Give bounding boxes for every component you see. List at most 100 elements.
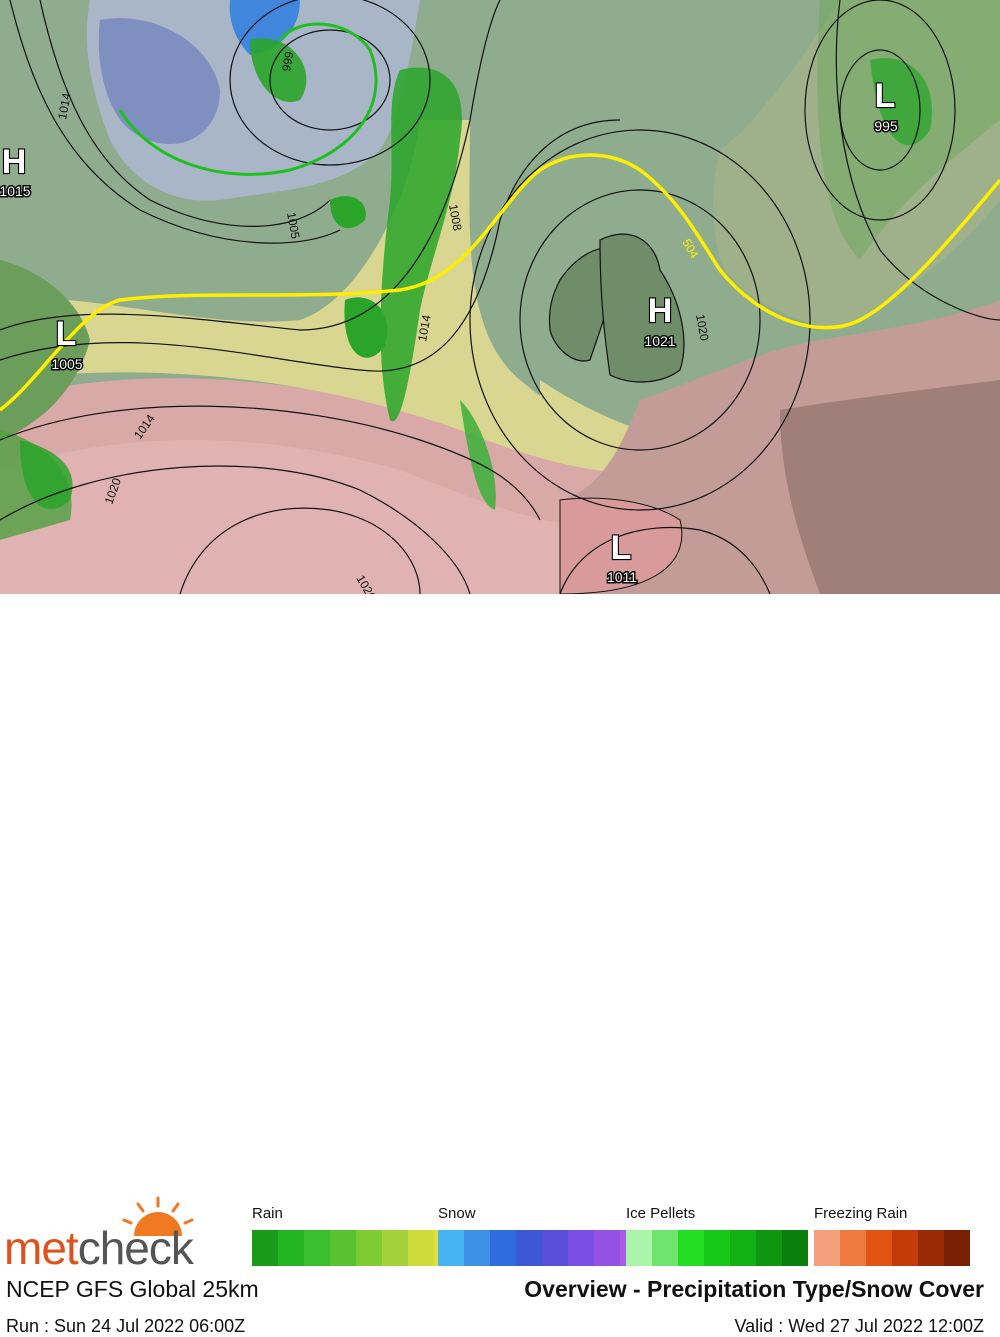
canada-coast <box>0 260 90 440</box>
pressure-system: L 1011 <box>605 528 638 587</box>
legend-swatch <box>594 1230 620 1266</box>
legend-swatch <box>944 1230 970 1266</box>
isobar <box>39 0 331 227</box>
greenland-ice-core <box>98 18 220 145</box>
valid-time: Valid : Wed 27 Jul 2022 12:00Z <box>734 1316 985 1336</box>
legend-swatch <box>356 1230 382 1266</box>
green-contour <box>118 22 378 176</box>
pressure-system: H 1015 <box>0 142 32 201</box>
legend-swatch <box>304 1230 330 1266</box>
legend-swatch <box>730 1230 756 1266</box>
run-time: Run : Sun 24 Jul 2022 06:00Z <box>6 1316 246 1336</box>
isobar <box>469 129 811 511</box>
legend-ice-label: Ice Pellets <box>626 1205 696 1222</box>
legend-swatch <box>892 1230 918 1266</box>
iberia <box>559 497 683 594</box>
isobar <box>519 189 761 451</box>
legend-swatch <box>382 1230 408 1266</box>
logo-check: check <box>77 1222 194 1274</box>
legend-swatch <box>840 1230 866 1266</box>
isobar <box>269 29 391 131</box>
isobar-label: 999 <box>279 50 296 72</box>
legend-freezing-label: Freezing Rain <box>814 1205 908 1222</box>
isobar <box>9 0 341 244</box>
legend-ice-scale <box>626 1230 808 1266</box>
isobar <box>839 49 921 171</box>
isobar-label: 1014 <box>415 313 433 342</box>
legend-snow-scale <box>438 1230 646 1266</box>
rain-patch-scandinavia <box>870 58 932 146</box>
warm-airmass-inner <box>0 440 640 594</box>
isobar <box>0 0 501 331</box>
rain-patch-greenland <box>250 38 307 102</box>
legend-swatch <box>278 1230 304 1266</box>
legend-snow-label: Snow <box>438 1205 476 1222</box>
pressure-letter: L <box>56 315 77 353</box>
rain-band-atlantic <box>380 67 462 422</box>
pressure-letter: H <box>648 292 673 330</box>
legend-swatch <box>626 1230 652 1266</box>
pressure-value: 1021 <box>644 333 675 349</box>
legend-swatch <box>516 1230 542 1266</box>
pressure-letter: L <box>611 529 632 567</box>
legend-swatch <box>408 1230 434 1266</box>
pressure-value: 995 <box>874 118 898 134</box>
legend-freezing-scale <box>814 1230 970 1266</box>
snow-blue-patch <box>229 0 300 55</box>
isobar <box>835 0 1000 321</box>
isobar <box>559 526 771 594</box>
green-contour-line <box>118 22 378 176</box>
rain-patch <box>330 196 366 229</box>
legend-swatch <box>490 1230 516 1266</box>
isobar <box>804 0 956 221</box>
pressure-letter: L <box>875 77 896 115</box>
great-britain <box>599 233 685 383</box>
logo-met: met <box>4 1222 79 1274</box>
rain-patch <box>344 297 388 358</box>
central-europe <box>780 380 1000 594</box>
isobar-label: 1008 <box>446 203 464 232</box>
chart-title: Overview - Precipitation Type/Snow Cover <box>524 1276 984 1302</box>
isobar-label: 1014 <box>55 91 73 120</box>
pressure-system: L 1005 <box>50 314 84 374</box>
footer: metcheck Rain Snow Ice Pellets Freezing … <box>0 594 1000 1336</box>
isobar <box>0 405 541 521</box>
legend-swatch <box>782 1230 808 1266</box>
yellow-band <box>0 120 700 474</box>
pressure-value: 1015 <box>0 183 31 199</box>
legend-swatch <box>678 1230 704 1266</box>
legend-rain-label: Rain <box>252 1205 283 1222</box>
legend-swatch <box>704 1230 730 1266</box>
isobars <box>0 0 1000 594</box>
weather-map: 1014 1014 1020 1026 1008 1005 1014 1020 … <box>0 0 1000 594</box>
legend-swatch <box>464 1230 490 1266</box>
isobar <box>229 0 431 166</box>
isobar <box>0 465 471 594</box>
legend-swatch <box>652 1230 678 1266</box>
model-name: NCEP GFS Global 25km <box>6 1276 259 1302</box>
isobar <box>0 119 621 372</box>
legend-swatch <box>866 1230 892 1266</box>
metcheck-logo: metcheck <box>4 1221 194 1275</box>
legend-swatch <box>814 1230 840 1266</box>
pressure-value: 1011 <box>607 569 637 585</box>
legend-rain-scale <box>252 1230 460 1266</box>
legend-swatch <box>438 1230 464 1266</box>
rain-band-south <box>460 400 496 510</box>
isobar-label: 1020 <box>693 313 711 342</box>
pressure-system: L 995 <box>873 76 900 136</box>
legend-swatch <box>330 1230 356 1266</box>
legend-swatch <box>542 1230 568 1266</box>
pressure-letter: H <box>2 143 27 181</box>
pressure-value: 1005 <box>51 356 82 372</box>
weather-map-svg: 1014 1014 1020 1026 1008 1005 1014 1020 … <box>0 0 1000 594</box>
legend-swatch <box>918 1230 944 1266</box>
legend-swatch <box>568 1230 594 1266</box>
pressure-system: H 1021 <box>643 291 677 351</box>
isobar-labels: 1014 1014 1020 1026 1008 1005 1014 1020 … <box>55 50 711 594</box>
isobar <box>179 507 421 594</box>
isobar-label: 1005 <box>284 211 302 240</box>
legend-swatch <box>756 1230 782 1266</box>
legend-swatch <box>252 1230 278 1266</box>
thickness-line-504 <box>0 153 1000 412</box>
